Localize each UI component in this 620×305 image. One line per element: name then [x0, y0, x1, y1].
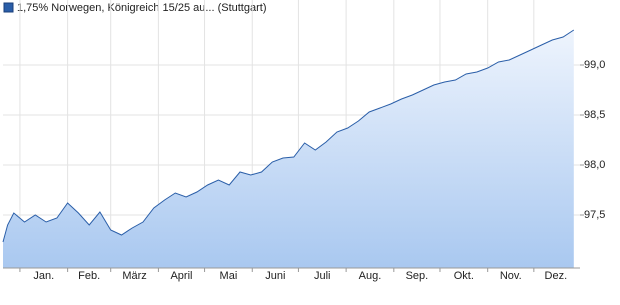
x-tick-label: Feb. [78, 270, 100, 282]
x-tick-label: Dez. [545, 270, 568, 282]
x-tick-label: Nov. [500, 270, 522, 282]
y-tick-label: 99,0 [584, 59, 605, 71]
y-tick-label: 98,0 [584, 159, 605, 171]
legend-swatch [3, 2, 14, 13]
x-tick-label: April [170, 270, 192, 282]
x-tick-label: Jan. [33, 270, 54, 282]
y-tick-label: 97,5 [584, 209, 605, 221]
line [2, 29, 575, 243]
legend-label: 1,75% Norwegen, Königreich 15/25 au... (… [17, 2, 266, 14]
x-tick-label: Juli [314, 270, 331, 282]
x-tick-label: Okt. [454, 270, 474, 282]
area [3, 30, 574, 268]
x-tick-label: Sep. [406, 270, 429, 282]
y-tick-label: 98,5 [584, 109, 605, 121]
x-tick-label: März [122, 270, 146, 282]
x-tick-label: Mai [220, 270, 238, 282]
x-tick-label: Juni [265, 270, 285, 282]
x-tick-label: Aug. [359, 270, 382, 282]
